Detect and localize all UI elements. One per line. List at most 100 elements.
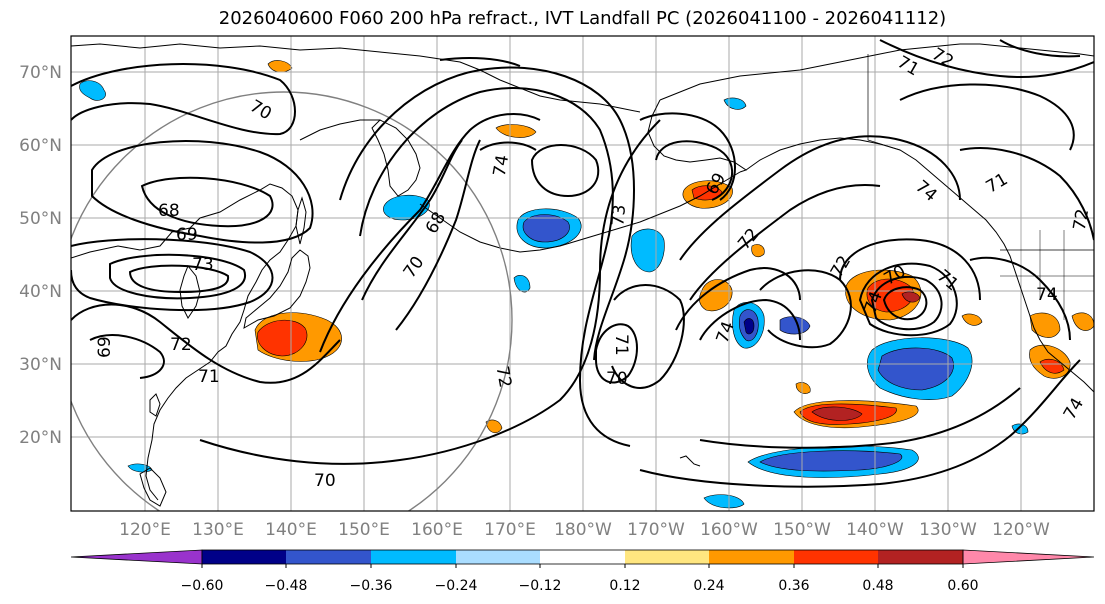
colorbar-extend-high [962,549,1095,565]
contour-t [530,144,600,198]
contour-c [140,176,274,228]
coast-aleutians [419,171,741,253]
contour-ac [699,387,1021,449]
contour-ae [959,147,1094,241]
colorbar-segment [456,550,540,564]
shade-kamchatka-blue [383,194,430,221]
lat-label: 50°N [19,209,62,229]
border-alaska-canada [867,54,901,151]
shade-patch-2 [79,80,106,101]
shade-patch-14 [961,313,983,326]
contour-af [969,256,1071,341]
contour-label: 73 [192,255,214,275]
contour-aa [839,238,981,301]
colorbar-extend-low-tri [70,549,203,565]
coast-japan [243,249,311,329]
contour-ah [999,39,1081,58]
colorbar-segment [794,550,878,564]
colorbar-frame [201,549,964,565]
contour-label: 72 [1070,207,1093,232]
contour-l [319,113,541,353]
contour-e [109,253,247,300]
coast-okhotsk [299,119,380,141]
shade-japan-red [257,319,308,357]
lon-label: 180°W [554,520,612,540]
lat-label: 40°N [19,282,62,302]
contour-f [128,264,230,294]
contour-ab [639,359,1081,488]
contour-x [699,298,801,341]
coast-alaska [659,43,1094,101]
lon-label: 130°W [919,520,977,540]
colorbar-tick-label: 0.60 [947,578,978,594]
contour-h [89,334,165,379]
coast-philippines [139,467,167,507]
contour-w [675,267,801,331]
contour-y [759,269,852,349]
contour-s [655,140,733,201]
colorbar-segment [625,550,709,564]
contour-g [71,303,341,384]
contour-label: 70 [314,471,336,491]
lon-label: 140°W [846,520,904,540]
lon-label: 130°E [192,520,244,540]
lon-label: 160°W [700,520,758,540]
contour-n [395,139,481,331]
colorbar-segment [709,550,794,564]
shade-150w-navy [743,318,755,335]
coast-hawaii [679,455,701,467]
contour-label: 72 [170,335,192,355]
lon-label: 150°W [773,520,831,540]
colorbar-tick-label: −0.24 [435,578,478,594]
contour-m [361,139,463,301]
contour-label: 69 [95,336,115,358]
contour-r [639,112,736,201]
colorbar-segment [878,550,963,564]
shade-patch-8 [485,419,503,434]
lon-label: 170°W [627,520,685,540]
lon-label: 160°E [411,520,463,540]
lat-label: 30°N [19,355,62,375]
contour-z2 [870,275,943,331]
contour-label: 70 [606,369,628,389]
map-title: 2026040600 F060 200 hPa refract., IVT La… [218,8,947,29]
contour-label: 71 [198,367,220,387]
colorbar-tick-label: 0.24 [693,578,724,594]
colorbar-tick-label: −0.36 [350,578,393,594]
contour-ai [439,57,521,67]
colorbar: −0.60 −0.48 −0.36 −0.24 −0.12 0.12 0.24 0.36 0.4… [70,549,1095,594]
contour-label: 73 [608,204,630,227]
shade-subtrop-darkred [811,406,863,421]
range-ring [71,91,513,511]
contour-label: 74 [1036,285,1058,305]
contour-a [71,63,296,136]
graticule [71,36,1094,511]
colorbar-segment [540,550,625,564]
shade-160w-orange [699,279,733,312]
coast-east-asia [71,183,299,501]
colorbar-tick-label: −0.12 [519,578,562,594]
lat-label: 60°N [19,136,62,156]
shade-patch-11 [751,244,765,258]
shade-patch-6 [1071,312,1094,331]
colorbar-segment [286,550,371,564]
coast-taiwan [149,393,161,417]
contour-label: 71 [611,334,631,356]
lat-label: 20°N [19,428,62,448]
contour-q [611,284,685,389]
shade-nwpac-blue [522,214,570,243]
colorbar-tick-label: 0.48 [862,578,893,594]
colorbar-segment [202,550,286,564]
contour-k [359,87,631,447]
contour-j [339,66,635,361]
coast-korea [179,265,201,319]
shade-goa-darkred [901,291,921,303]
shade-bering-orange [495,124,537,138]
lon-label: 170°E [484,520,536,540]
coast-alaska-south [745,137,1094,393]
contour-label: 74 [490,153,513,178]
contour-u [679,135,961,261]
colorbar-tick-label: −0.48 [265,578,308,594]
lon-label: 120°W [992,520,1050,540]
contour-label: 68 [158,201,180,221]
